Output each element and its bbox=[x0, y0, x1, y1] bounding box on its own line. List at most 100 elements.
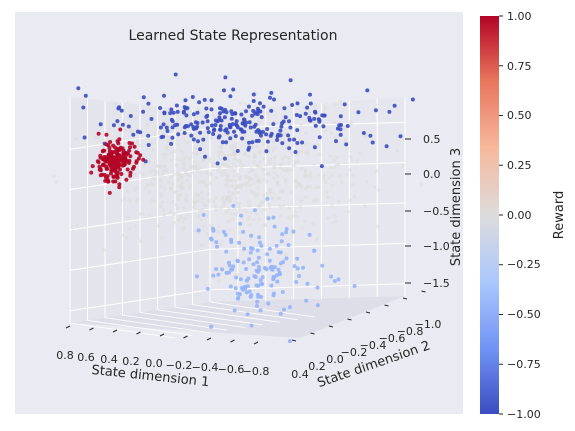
grid-line bbox=[87, 319, 193, 336]
data-point bbox=[280, 141, 285, 146]
data-point bbox=[256, 186, 260, 190]
data-point bbox=[176, 132, 181, 137]
data-point bbox=[235, 258, 240, 263]
data-point bbox=[218, 127, 222, 132]
data-point bbox=[251, 108, 256, 113]
data-point bbox=[247, 289, 252, 294]
data-point bbox=[242, 118, 247, 122]
data-point bbox=[230, 212, 234, 217]
data-point bbox=[279, 124, 284, 129]
data-point bbox=[298, 204, 303, 209]
data-point bbox=[275, 134, 280, 139]
data-point bbox=[232, 308, 237, 313]
data-point bbox=[211, 128, 216, 133]
data-point bbox=[116, 141, 121, 146]
data-point bbox=[377, 188, 381, 192]
data-point bbox=[221, 229, 226, 234]
data-point bbox=[249, 166, 253, 171]
data-point bbox=[202, 179, 206, 183]
data-point bbox=[238, 231, 242, 235]
data-point bbox=[190, 95, 195, 99]
data-point bbox=[134, 160, 139, 165]
data-point bbox=[258, 160, 263, 164]
data-point bbox=[259, 115, 264, 120]
data-point bbox=[250, 177, 255, 181]
data-point bbox=[324, 190, 329, 194]
data-point bbox=[196, 199, 201, 203]
data-point bbox=[283, 154, 287, 159]
data-point bbox=[224, 198, 229, 202]
data-point bbox=[229, 240, 234, 245]
data-point bbox=[278, 128, 283, 133]
data-point bbox=[261, 130, 265, 134]
data-point bbox=[328, 154, 333, 159]
data-point bbox=[295, 128, 300, 133]
data-point bbox=[332, 279, 337, 283]
data-point bbox=[240, 121, 245, 126]
data-point bbox=[290, 151, 294, 156]
data-point bbox=[218, 153, 222, 158]
y-tick-label: 0.0 bbox=[326, 353, 344, 366]
data-point bbox=[332, 166, 337, 170]
data-point bbox=[170, 125, 175, 130]
data-point bbox=[164, 125, 169, 130]
y-tick-label: −0.4 bbox=[360, 339, 387, 352]
data-point bbox=[249, 233, 254, 238]
data-point bbox=[238, 159, 243, 163]
data-point bbox=[176, 142, 181, 147]
data-point bbox=[199, 218, 203, 222]
data-point bbox=[269, 264, 274, 269]
grid-line bbox=[365, 311, 371, 314]
data-point bbox=[161, 172, 165, 177]
data-point bbox=[199, 191, 204, 195]
data-point bbox=[255, 248, 260, 253]
data-point bbox=[98, 167, 103, 172]
data-point bbox=[260, 282, 265, 287]
data-point bbox=[176, 178, 181, 183]
data-point bbox=[206, 192, 210, 196]
data-point bbox=[200, 200, 205, 204]
data-point bbox=[230, 152, 235, 156]
data-point bbox=[141, 109, 146, 114]
data-point bbox=[231, 161, 236, 166]
data-point bbox=[249, 293, 254, 298]
data-point bbox=[218, 111, 222, 116]
data-point bbox=[258, 240, 262, 245]
data-point bbox=[306, 173, 311, 178]
data-point bbox=[182, 206, 186, 211]
data-point bbox=[289, 167, 294, 172]
data-point bbox=[265, 127, 270, 131]
z-axis-label: State dimension 3 bbox=[449, 148, 464, 266]
data-point bbox=[214, 240, 219, 245]
data-points bbox=[52, 72, 424, 344]
data-point bbox=[307, 232, 312, 237]
colorbar-ticks bbox=[499, 15, 503, 415]
data-point bbox=[101, 157, 106, 162]
chart-title: Learned State Representation bbox=[129, 28, 338, 44]
data-point bbox=[295, 256, 300, 261]
data-point bbox=[234, 164, 238, 169]
data-point bbox=[230, 165, 235, 170]
data-point bbox=[188, 173, 193, 178]
data-point bbox=[205, 119, 210, 124]
data-point bbox=[108, 140, 113, 144]
data-point bbox=[109, 168, 114, 173]
z-tick-labels: 0.5 0.0 −0.5 −1.0 −1.5 bbox=[423, 133, 450, 290]
data-point bbox=[226, 195, 230, 199]
data-point bbox=[278, 166, 283, 170]
data-point bbox=[203, 154, 207, 159]
colorbar bbox=[480, 16, 499, 414]
data-point bbox=[229, 145, 233, 149]
data-point bbox=[231, 174, 236, 178]
data-point bbox=[106, 159, 111, 164]
data-point bbox=[161, 168, 166, 173]
data-point bbox=[182, 105, 187, 110]
data-point bbox=[339, 180, 344, 185]
data-point bbox=[258, 180, 263, 184]
data-point bbox=[317, 135, 322, 140]
data-point bbox=[184, 198, 189, 203]
grid-line bbox=[112, 329, 118, 333]
data-point bbox=[275, 138, 280, 142]
data-point bbox=[189, 122, 194, 127]
data-point bbox=[195, 274, 199, 279]
